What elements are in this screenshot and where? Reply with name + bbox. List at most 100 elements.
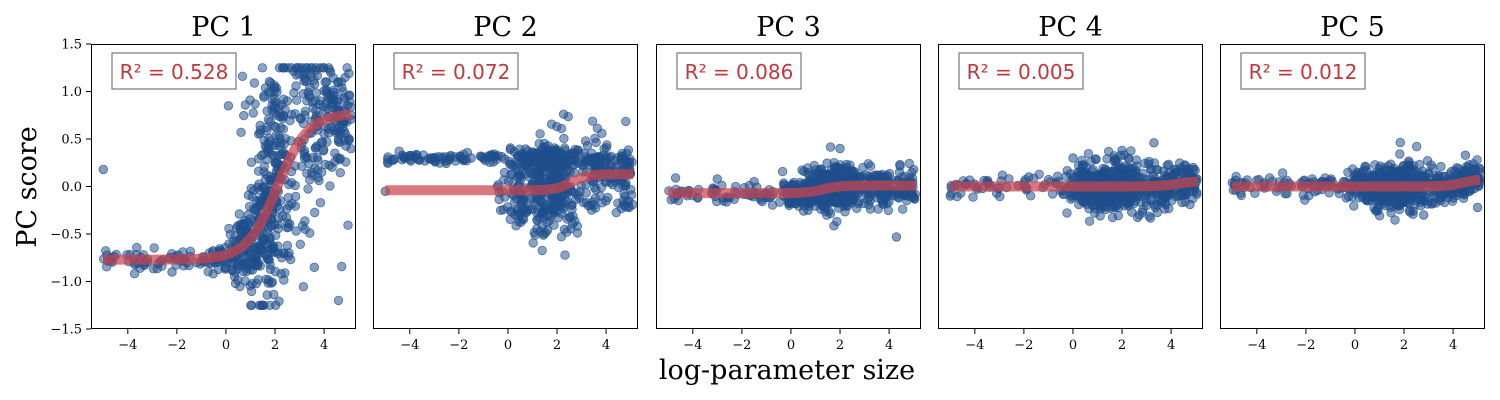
scatter-point [333,295,344,306]
scatter-point [291,191,301,202]
scatter-point [858,162,868,173]
scatter-point [565,212,575,222]
scatter-point [1475,164,1485,174]
scatter-point [291,226,301,236]
scatter-point [239,110,249,121]
scatter-point [621,202,631,212]
scatter-point [546,164,556,174]
scatter-point [277,211,288,221]
x-tick-label: −4 [683,338,702,353]
scatter-point [1126,146,1136,156]
scatter-point [292,63,302,73]
scatter-point [318,146,329,156]
scatter-point [343,220,353,230]
scatter-point [563,111,573,122]
scatter-point [1024,172,1034,182]
scatter-point [895,159,905,170]
scatter-point [224,239,234,249]
scatter-point [309,262,320,273]
scatter-point [269,289,279,300]
x-tick-label: −2 [449,338,468,353]
scatter-point [528,238,538,248]
r2-label: R² = 0.528 [120,60,229,84]
scatter-point [591,137,601,148]
scatter-point [441,156,451,167]
scatter-point [321,77,332,87]
scatter-point [865,161,876,171]
scatter-point [286,254,296,265]
x-tick-label: 4 [885,338,893,353]
scatter-point [1108,201,1119,212]
scatter-point [1165,188,1176,199]
scatter-point [282,240,293,251]
x-tick-label: −4 [965,338,984,353]
scatter-point [1277,168,1288,178]
scatter-point [310,207,320,218]
scatter-point [712,174,723,184]
r2-box [393,52,519,90]
scatter-point [132,242,142,253]
scatter-point [618,158,629,168]
scatter-point [292,95,302,105]
x-tick-label: 0 [504,338,512,353]
scatter-point [299,153,310,163]
scatter-point [891,232,902,242]
scatter-point [455,151,466,162]
scatter-point [338,86,348,97]
x-tick-label: −4 [118,338,137,353]
scatter-point [1352,167,1363,178]
scatter-point [544,215,555,226]
scatter-point [822,158,832,168]
x-tick-label: −2 [1014,338,1033,353]
scatter-point [274,296,284,306]
panel-3: PC 3 R² = 0.086 −4 −2 0 2 4 [656,12,921,353]
fit-curve [100,109,354,265]
scatter-point [279,139,289,149]
scatter-point [830,172,840,182]
scatter-point [835,190,846,201]
scatter-point [560,250,570,260]
scatter-point [245,95,255,105]
x-tick-label: −4 [1247,338,1266,353]
scatter-point [552,121,562,132]
scatter-point [579,148,589,159]
plot-area [945,138,1202,226]
scatter-point [767,200,778,210]
scatter-point [521,204,531,215]
scatter-point [241,263,252,273]
scatter-point [263,275,274,285]
plot-area [98,63,356,311]
scatter-point [129,269,140,279]
scatter-point [757,196,768,207]
r2-box [676,52,802,90]
scatter-point [98,164,109,175]
scatter-point [1113,210,1124,221]
x-tick-label: 0 [1069,338,1077,353]
y-tick-label: −0.5 [50,228,82,243]
scatter-point [825,142,836,152]
axes-frame [656,44,921,329]
scatter-point [246,300,257,311]
scatter-point [1145,213,1156,223]
scatter-point [135,263,145,273]
scatter-point [621,116,631,127]
scatter-point [314,175,324,186]
scatter-point [791,198,801,209]
scatter-point [1460,150,1471,160]
y-tick-label: 1.0 [61,85,82,100]
scatter-point [300,106,311,117]
scatter-point [1083,148,1094,159]
scatter-point [429,153,440,163]
fit-curve [665,180,919,199]
scatter-point [514,158,524,169]
scatter-point [1372,196,1382,206]
scatter-point [1414,159,1425,170]
scatter-point [592,123,603,134]
scatter-point [333,123,343,134]
scatter-point [259,149,269,159]
x-tick-label: 2 [553,338,561,353]
scatter-point [968,192,978,202]
scatter-point [803,205,813,216]
scatter-point [599,144,609,154]
x-tick-label: 2 [836,338,844,353]
